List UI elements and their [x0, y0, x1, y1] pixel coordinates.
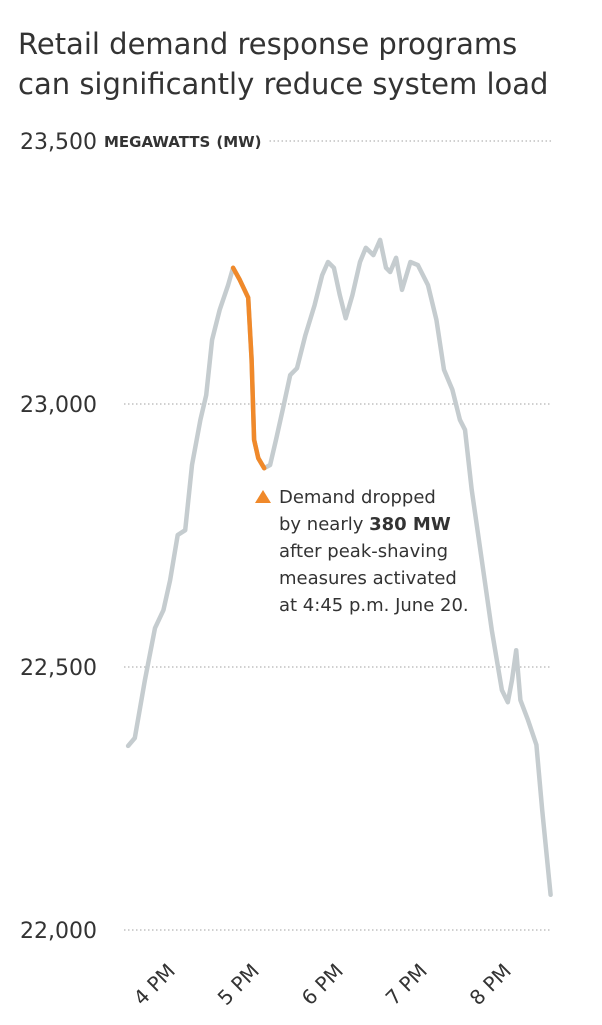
annotation-marker	[255, 490, 271, 503]
annotation-text: by nearly 380 MW	[279, 514, 451, 535]
y-tick-label: 22,500	[20, 656, 97, 681]
chart-title: Retail demand response programs	[18, 27, 517, 61]
annotation-text: Demand dropped	[279, 487, 436, 508]
y-axis-unit: (MW)	[216, 133, 261, 151]
x-tick-label: 8 PM	[465, 959, 516, 1010]
annotation-text-part: 380 MW	[369, 514, 451, 535]
y-tick-label: 23,000	[20, 393, 97, 418]
x-tick-label: 5 PM	[213, 959, 264, 1010]
x-tick-label: 7 PM	[381, 959, 432, 1010]
annotation-text-part: at 4:45 p.m. June 20.	[279, 595, 469, 616]
annotation-text: after peak-shaving	[279, 541, 448, 562]
y-tick-label: 22,000	[20, 919, 97, 944]
annotation-text: measures activated	[279, 568, 457, 589]
annotation-text-part: by nearly	[279, 514, 369, 535]
x-tick-label: 4 PM	[129, 959, 180, 1010]
chart-title: can significantly reduce system load	[18, 67, 548, 101]
annotation-text: at 4:45 p.m. June 20.	[279, 595, 469, 616]
annotation-text-part: measures activated	[279, 568, 457, 589]
y-tick-label: 23,500	[20, 130, 97, 155]
y-axis-label: MEGAWATTS	[104, 133, 210, 151]
x-tick-label: 6 PM	[297, 959, 348, 1010]
line-series	[125, 237, 553, 898]
annotation-text-part: after peak-shaving	[279, 541, 448, 562]
line-series	[230, 265, 267, 471]
annotation-text-part: Demand dropped	[279, 487, 436, 508]
